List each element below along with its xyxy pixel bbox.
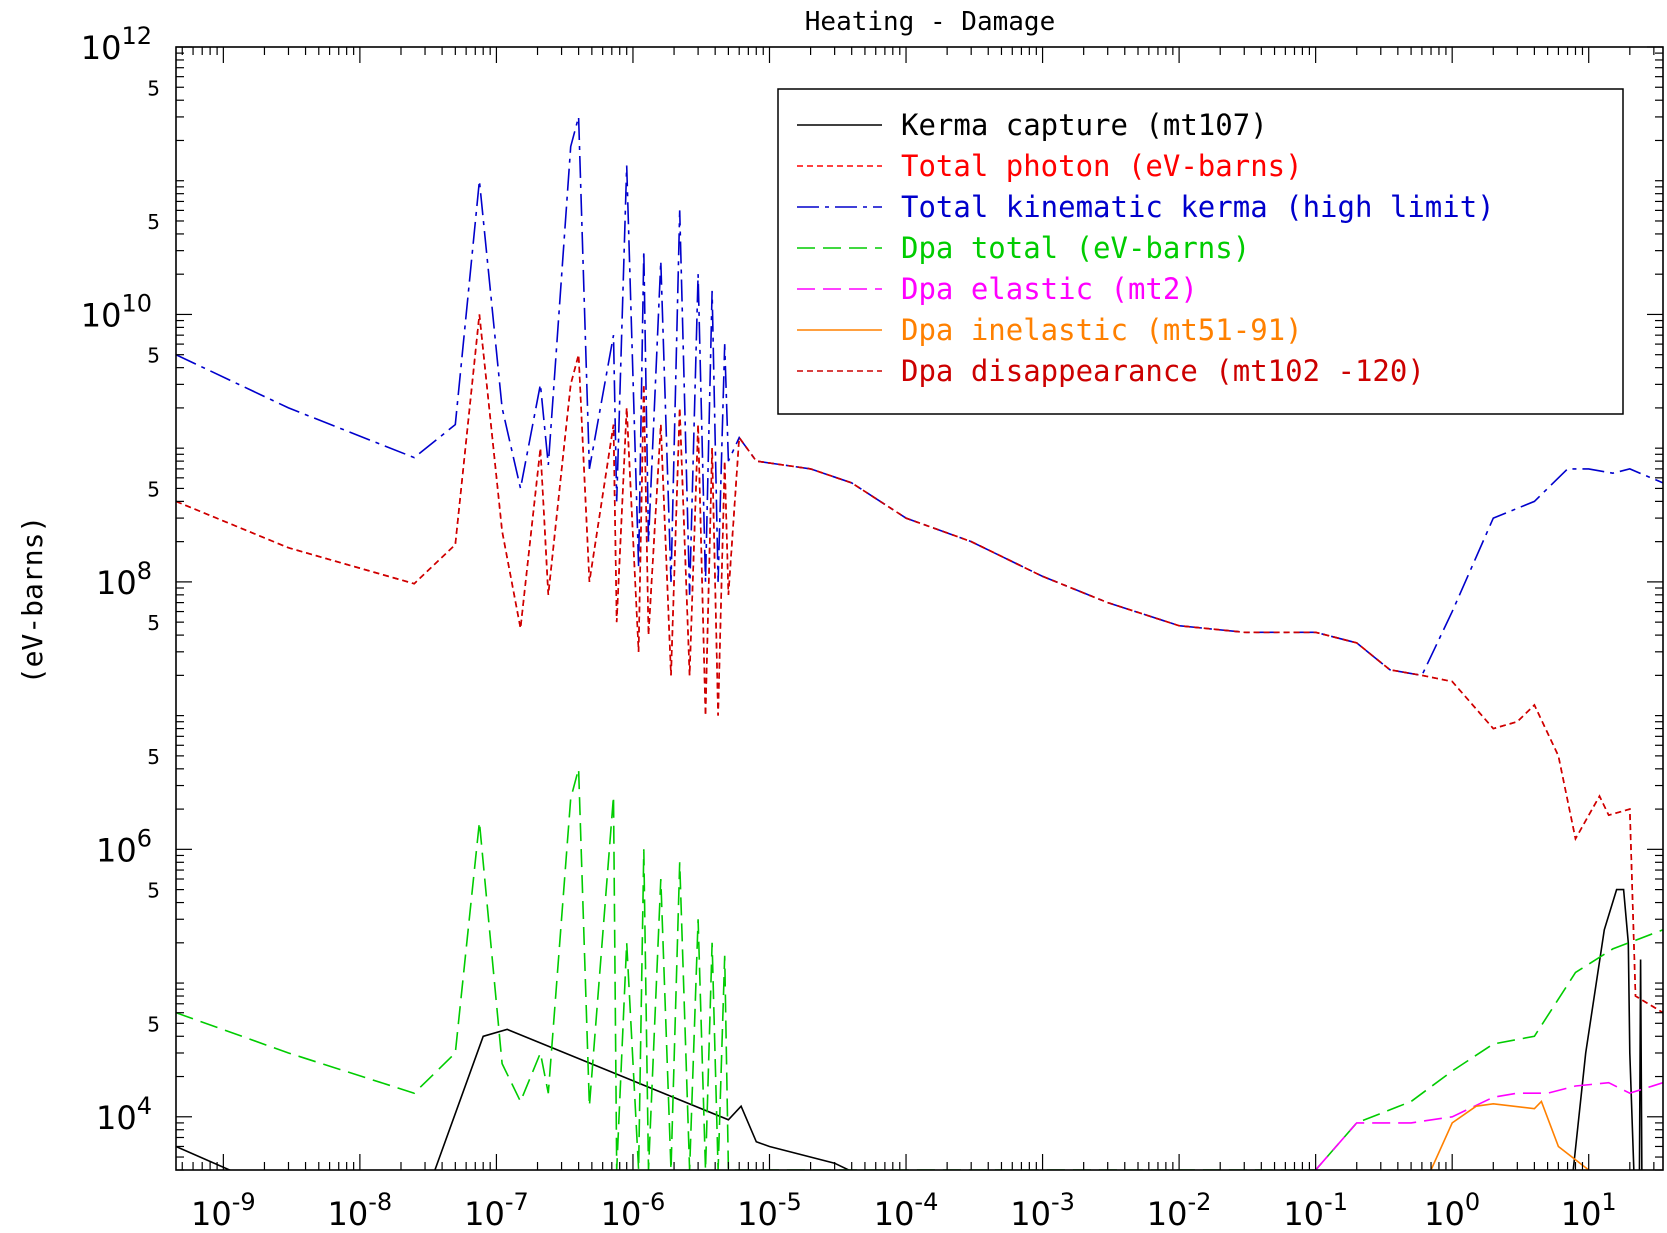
axis-ticks: 10-9 10-8 10-7 10-6 10-5 10-4 10-3 10-2 10-1 100 1… — [81, 22, 1663, 1233]
series-line-2 — [176, 314, 1663, 1014]
y-minor-tick-label: 5 — [147, 76, 160, 100]
x-tick-label: 100 — [1424, 1188, 1480, 1233]
chart-title: Heating - Damage — [805, 7, 1055, 37]
legend-box — [777, 88, 1624, 415]
x-tick-label: 10-3 — [1010, 1188, 1075, 1233]
y-tick-label: 106 — [96, 824, 152, 869]
legend-label: Dpa inelastic (mt51-91) — [901, 313, 1303, 347]
series-line-4 — [176, 768, 1663, 1170]
legend-label: Total kinematic kerma (high limit) — [901, 190, 1495, 224]
y-minor-tick-label: 5 — [147, 1012, 160, 1036]
y-minor-tick-label: 5 — [147, 210, 160, 234]
y-tick-label: 1010 — [81, 289, 152, 334]
legend: Kerma capture (mt107) Total photon (eV-ba… — [777, 88, 1624, 415]
y-minor-tick-label: 5 — [147, 745, 160, 769]
x-tick-label: 10-7 — [464, 1188, 529, 1233]
x-tick-label: 10-4 — [874, 1188, 939, 1233]
y-tick-label: 108 — [96, 557, 152, 602]
plot-frame — [175, 46, 1664, 1171]
legend-label: Dpa total (eV-barns) — [901, 231, 1250, 265]
x-tick-label: 10-2 — [1147, 1188, 1212, 1233]
y-tick-label: 1012 — [81, 22, 152, 67]
x-tick-label: 10-5 — [737, 1188, 802, 1233]
series-line-5 — [1314, 1081, 1663, 1170]
x-tick-label: 10-8 — [328, 1188, 393, 1233]
x-tick-label: 101 — [1561, 1188, 1617, 1233]
y-axis-label: (eV-barns) — [16, 516, 49, 685]
y-minor-tick-label: 5 — [147, 477, 160, 501]
x-tick-label: 10-6 — [601, 1188, 666, 1233]
x-tick-label: 10-9 — [191, 1188, 256, 1233]
series-line-6 — [1430, 1100, 1591, 1170]
legend-label: Dpa disappearance (mt102 -120) — [901, 354, 1425, 388]
series-line-1 — [176, 888, 1643, 1170]
series-layer — [176, 116, 1663, 1170]
y-tick-label: 104 — [96, 1092, 152, 1137]
y-minor-tick-label: 5 — [147, 344, 160, 368]
legend-label: Total photon (eV-barns) — [901, 149, 1303, 183]
legend-label: Kerma capture (mt107) — [901, 108, 1268, 142]
series-line-7 — [176, 314, 1663, 1014]
x-tick-label: 10-1 — [1283, 1188, 1348, 1233]
y-minor-tick-label: 5 — [147, 611, 160, 635]
y-minor-tick-label: 5 — [147, 879, 160, 903]
legend-label: Dpa elastic (mt2) — [901, 272, 1198, 306]
